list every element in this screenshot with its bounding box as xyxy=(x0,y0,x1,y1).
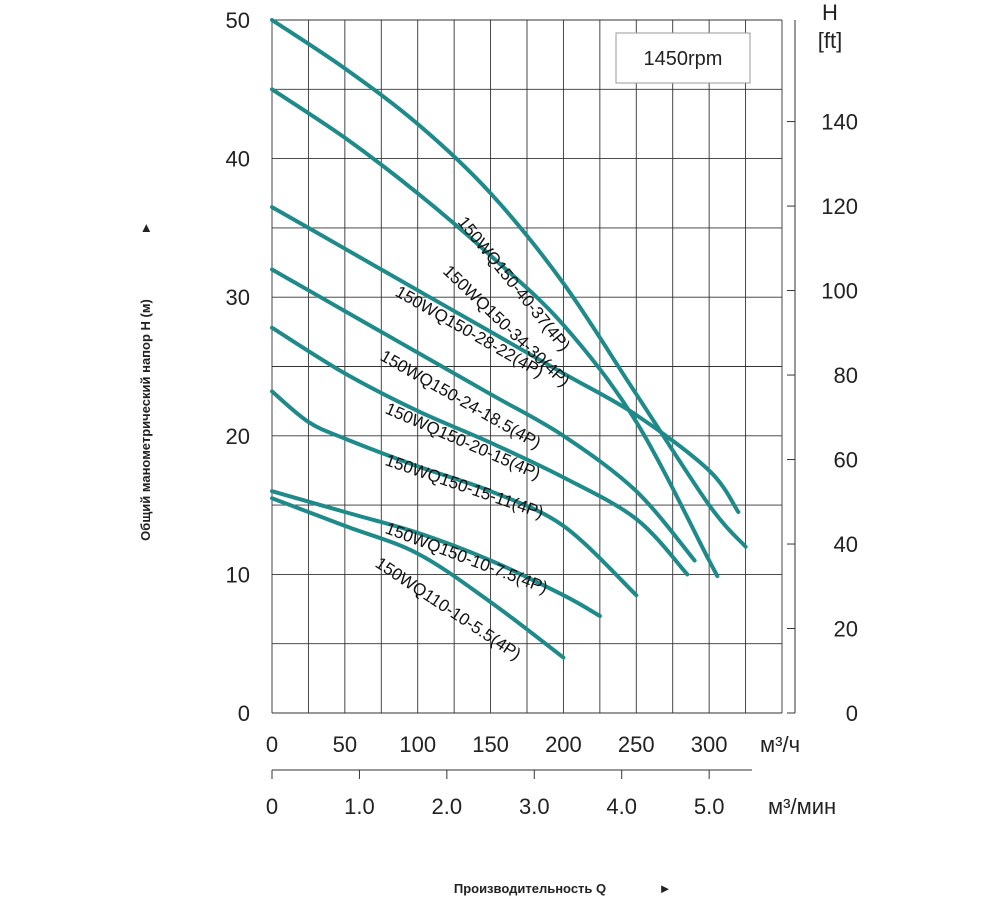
curve-line xyxy=(270,267,697,563)
y2-tick-label: 140 xyxy=(821,110,858,135)
y-tick-label: 0 xyxy=(238,701,250,726)
y2-tick-label: 60 xyxy=(834,448,858,473)
x-axis-title: Производительность Q xyxy=(454,881,606,896)
speed-badge-box xyxy=(615,32,751,84)
x-tick-label: 0 xyxy=(266,732,278,757)
y2-tick-label: 120 xyxy=(821,194,858,219)
x2-axis xyxy=(271,769,752,779)
curve-line xyxy=(270,496,566,660)
y-tick-label: 10 xyxy=(226,562,250,587)
speed-badge: 1450rpm xyxy=(644,48,723,70)
y-tick-label: 40 xyxy=(226,147,250,172)
x2-tick-label: 3.0 xyxy=(519,794,550,819)
y-tick-label: 30 xyxy=(226,285,250,310)
y2-tick-label: 80 xyxy=(834,363,858,388)
x-axis-title-arrow: ► xyxy=(659,881,672,896)
y2-tick-label: 20 xyxy=(834,617,858,642)
y-tick-label: 20 xyxy=(226,424,250,449)
y2-tick-label: 0 xyxy=(846,701,858,726)
y-tick-labels: 0 10 20 30 40 50 xyxy=(226,8,250,726)
x2-tick-label: 5.0 xyxy=(694,794,725,819)
performance-curves xyxy=(270,18,748,660)
chart-grid xyxy=(271,19,796,714)
x-tick-label: 300 xyxy=(691,732,728,757)
x-tick-label: 200 xyxy=(545,732,582,757)
curve-line xyxy=(270,87,720,579)
x2-tick-label: 0 xyxy=(266,794,278,819)
curve-line xyxy=(270,325,690,577)
x-tick-label: 250 xyxy=(618,732,655,757)
y2-tick-label: 40 xyxy=(834,532,858,557)
y-tick-label: 50 xyxy=(226,8,250,33)
curve-line xyxy=(270,205,741,514)
x-tick-labels: 0 50 100 150 200 250 300 xyxy=(266,732,728,757)
y2-unit-bottom: [ft] xyxy=(818,28,842,53)
x2-tick-label: 4.0 xyxy=(606,794,637,819)
x2-tick-labels: 0 1.0 2.0 3.0 4.0 5.0 xyxy=(266,794,725,819)
x-unit: м³/ч xyxy=(760,732,800,757)
x-tick-label: 50 xyxy=(333,732,357,757)
x2-tick-label: 1.0 xyxy=(344,794,375,819)
curve-line xyxy=(270,489,602,618)
x-tick-label: 150 xyxy=(472,732,509,757)
y2-tick-label: 100 xyxy=(821,279,858,304)
curve-line xyxy=(270,389,639,598)
y2-tick-labels: 0 20 40 60 80 100 120 140 xyxy=(821,110,858,726)
curve-line xyxy=(270,18,748,549)
y2-unit-top: H xyxy=(822,0,838,25)
y-axis-title: Общий манометрический напор H (м) xyxy=(138,299,153,541)
x2-unit: м³/мин xyxy=(768,794,836,819)
x2-tick-label: 2.0 xyxy=(432,794,463,819)
x-tick-label: 100 xyxy=(399,732,436,757)
y-axis-title-arrow: ► xyxy=(138,222,153,235)
